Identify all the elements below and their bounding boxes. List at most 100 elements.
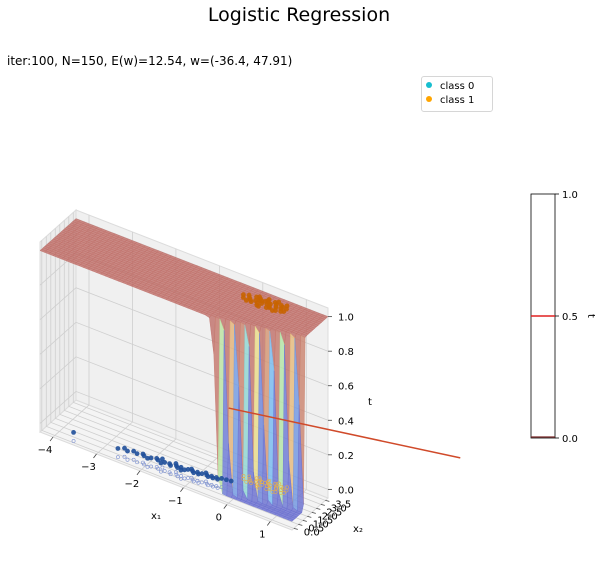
- projected-point: [204, 479, 208, 484]
- projected-point: [254, 476, 259, 481]
- projected-point: [71, 439, 76, 443]
- class-0-point: [173, 461, 179, 466]
- scatter-points: [71, 292, 290, 484]
- class-0-point: [203, 470, 209, 476]
- projected-point: [256, 485, 261, 490]
- grid-line-y: [41, 240, 294, 529]
- z-tick-label: 0.2: [338, 451, 354, 462]
- class-1-point: [262, 299, 268, 304]
- projected-point: [195, 478, 200, 483]
- projected-point: [200, 480, 204, 485]
- x-tick-mark: [93, 453, 97, 459]
- x-tick-label: −4: [38, 445, 53, 456]
- projected-point: [274, 485, 278, 490]
- projected-point: [279, 484, 284, 489]
- legend: class 0 class 1: [421, 76, 493, 112]
- projected-point: [276, 481, 281, 486]
- projected-point: [273, 481, 278, 486]
- legend-label-class-1: class 1: [440, 95, 475, 106]
- y-tick-mark: [302, 520, 307, 522]
- projected-point: [145, 465, 150, 469]
- y-tick-label: 0.0: [304, 527, 320, 538]
- y-tick-mark: [311, 512, 316, 514]
- class-0-point: [178, 467, 184, 473]
- class-0-point: [219, 476, 224, 481]
- projected-point: [168, 472, 173, 477]
- z-tick-label: 1.0: [338, 313, 354, 324]
- class-1-point: [272, 300, 278, 305]
- colorbar-tick-label: 1.0: [562, 190, 578, 201]
- y-tick-mark: [325, 500, 330, 502]
- y-tick-mark: [293, 528, 298, 530]
- projected-point: [175, 474, 180, 479]
- projected-point: [241, 474, 246, 478]
- legend-marker-class-0: [426, 82, 432, 88]
- z-tick-label: 0.4: [338, 416, 354, 427]
- class-1-point: [254, 294, 259, 300]
- projected-point: [215, 485, 220, 490]
- projected-point: [248, 479, 253, 483]
- x-tick-label: 1: [259, 530, 265, 541]
- projected-point: [154, 465, 159, 469]
- class-0-point: [122, 445, 127, 451]
- projected-point: [116, 455, 120, 460]
- projected-point: [206, 483, 210, 488]
- projected-point: [167, 470, 172, 475]
- z-axis-label: t: [368, 397, 372, 408]
- x-tick-label: −3: [81, 462, 96, 473]
- colorbar-tick-label: 0.0: [562, 434, 578, 445]
- class-0-point: [148, 455, 154, 461]
- grid-line-x: [96, 232, 133, 455]
- class-1-point: [241, 292, 246, 298]
- projected-point: [196, 480, 201, 485]
- class-0-point: [134, 451, 140, 457]
- projected-point: [241, 476, 246, 481]
- class-0-point: [131, 448, 137, 454]
- projected-point: [135, 460, 139, 465]
- y-tick-label: 2.0: [322, 511, 338, 522]
- y-tick-mark: [307, 516, 312, 518]
- grid-line-y: [45, 236, 299, 525]
- projected-point: [141, 460, 145, 465]
- class-0-point: [215, 476, 221, 482]
- x-tick-mark: [266, 521, 271, 526]
- projected-point: [278, 490, 283, 495]
- class-0-point: [210, 475, 216, 481]
- decision-boundary-line: [228, 407, 461, 459]
- colorbar-label: t: [585, 314, 596, 318]
- y-tick-label: 1.5: [317, 515, 333, 526]
- chart-subtitle: iter:100, N=150, E(w)=12.54, w=(-36.4, 4…: [7, 54, 293, 68]
- projected-point: [224, 486, 229, 491]
- class-1-point: [273, 303, 279, 309]
- projected-point: [131, 457, 136, 462]
- class-1-point: [243, 298, 249, 303]
- legend-item-class-1: class 1: [426, 94, 474, 108]
- y-tick-mark: [316, 508, 321, 510]
- z-tick-label: 0.6: [338, 382, 354, 393]
- class-1-point: [278, 309, 284, 314]
- x-tick-mark: [223, 504, 228, 509]
- class-1-point: [254, 300, 260, 306]
- grid-line-x: [139, 248, 177, 472]
- projected-point: [249, 481, 254, 485]
- legend-item-class-0: class 0: [426, 80, 474, 94]
- projected-point: [159, 469, 163, 474]
- x-tick-label: −2: [125, 479, 140, 490]
- class-0-point: [185, 467, 191, 472]
- y-tick-label: 3.5: [335, 499, 351, 510]
- class-1-point: [278, 302, 284, 308]
- colorbar: 0.0 0.5 1.0 t: [530, 190, 596, 445]
- projected-point: [267, 485, 272, 490]
- class-0-point: [125, 448, 130, 454]
- y-tick-label: 2.5: [326, 507, 342, 518]
- projected-point: [259, 482, 264, 487]
- class-0-point: [115, 446, 121, 451]
- projected-point: [219, 485, 224, 489]
- x-tick-mark: [49, 436, 54, 442]
- class-0-point: [71, 429, 76, 435]
- class-0-point: [199, 471, 205, 477]
- legend-label-class-0: class 0: [440, 81, 475, 92]
- class-0-point: [205, 474, 211, 480]
- projected-point: [259, 480, 264, 484]
